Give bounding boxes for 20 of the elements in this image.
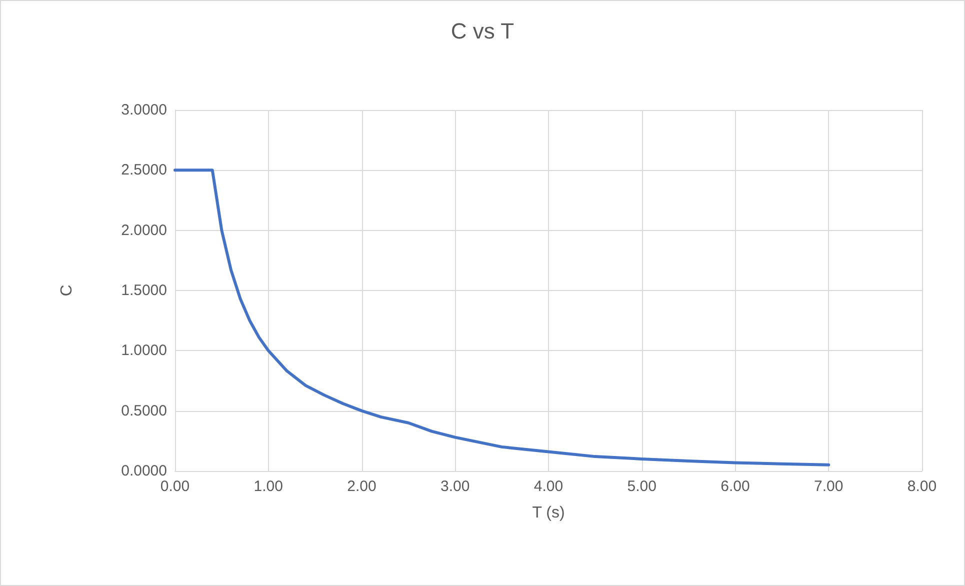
x-tick-label: 4.00 [534,478,564,495]
x-tick-label: 6.00 [720,478,750,495]
x-tick-label: 8.00 [907,478,937,495]
y-tick-label: 2.5000 [121,162,167,179]
x-tick-label: 0.00 [160,478,190,495]
x-tick-label: 2.00 [347,478,376,495]
x-tick-label: 1.00 [254,478,283,495]
y-tick-label: 2.0000 [121,222,167,239]
y-tick-label: 1.5000 [121,282,167,299]
y-axis-title: C [58,284,76,296]
line-series [174,168,830,466]
y-tick-label: 0.5000 [121,402,167,420]
chart-title: C vs T [450,18,514,44]
x-tick-label: 3.00 [440,478,470,495]
y-tick-label: 3.0000 [121,102,167,118]
x-axis-title: T (s) [532,504,565,522]
x-tick-label: 7.00 [814,478,844,495]
y-tick-label: 1.0000 [121,342,167,360]
y-tick-label: 0.0000 [121,462,167,480]
x-tick-label: 5.00 [627,478,656,495]
